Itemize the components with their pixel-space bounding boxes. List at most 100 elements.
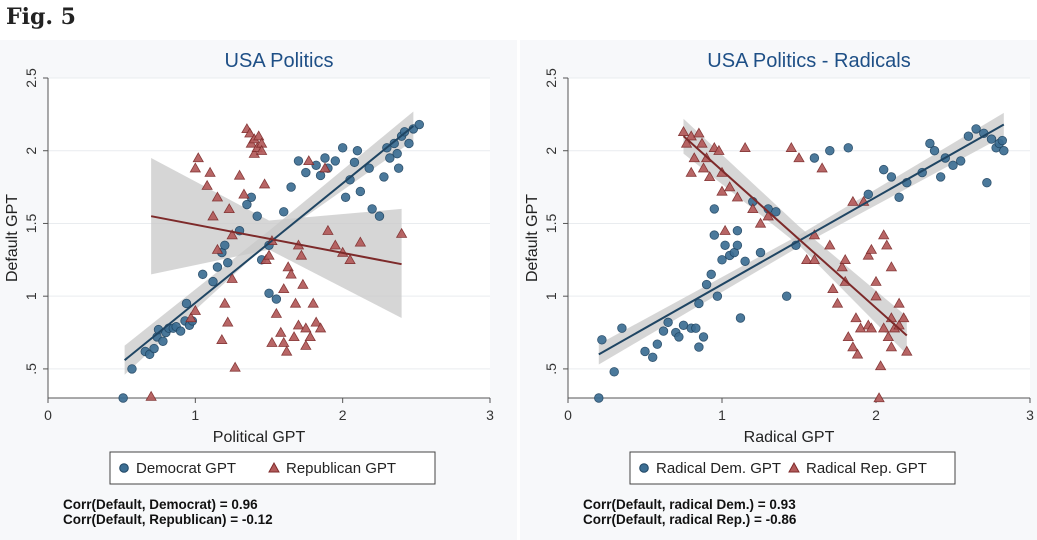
data-point (212, 262, 223, 272)
data-point (816, 162, 828, 173)
data-point (264, 288, 274, 298)
y-tick-label: 2 (543, 147, 559, 155)
data-point (307, 297, 319, 308)
y-axis-label: Default GPT (524, 194, 541, 282)
data-point (289, 297, 302, 308)
data-point (211, 191, 224, 202)
data-point (809, 153, 820, 163)
data-point (189, 304, 202, 315)
data-point (882, 331, 895, 342)
data-point (850, 312, 862, 323)
legend-triangle-icon (788, 461, 800, 473)
data-point (329, 239, 341, 250)
data-point (311, 160, 321, 170)
x-tick-label: 2 (339, 407, 347, 423)
data-point (118, 393, 128, 403)
data-point (288, 331, 300, 342)
data-point (740, 256, 750, 266)
x-tick-label: 2 (872, 407, 880, 423)
data-point (295, 249, 308, 260)
fit-line-1 (598, 123, 1005, 356)
data-point (825, 146, 835, 156)
data-point (315, 170, 326, 181)
data-point (886, 172, 897, 182)
data-point (680, 137, 693, 148)
data-point (925, 138, 935, 149)
y-tick-label: 1 (543, 292, 559, 300)
data-point (319, 162, 331, 173)
data-point (304, 331, 316, 342)
data-point (609, 367, 619, 377)
data-point (982, 178, 992, 188)
data-point (658, 326, 669, 336)
data-point (181, 298, 192, 309)
data-point (280, 345, 293, 356)
chart-title: USA Politics (225, 50, 334, 72)
data-point (863, 189, 874, 200)
y-axis-label: Default GPT (4, 194, 21, 282)
data-point (263, 249, 275, 260)
data-point (617, 323, 627, 333)
data-point (344, 254, 356, 264)
data-point (771, 207, 781, 217)
data-point (252, 211, 262, 221)
data-point (374, 211, 385, 221)
data-point (310, 316, 322, 327)
data-point (898, 312, 910, 323)
y-tick-label: .5 (23, 363, 39, 375)
legend-entry: Radical Dem. GPT (656, 460, 781, 477)
data-point (285, 268, 297, 279)
data-point (720, 240, 730, 250)
correlation-note: Corr(Default, radical Rep.) = -0.86 (583, 512, 797, 527)
data-point (713, 144, 725, 155)
data-point (145, 390, 157, 401)
data-point (226, 229, 238, 240)
fit-line-2 (150, 215, 402, 266)
data-point (762, 210, 774, 221)
data-point (337, 143, 348, 153)
data-point (706, 269, 716, 280)
data-point (755, 247, 766, 258)
x-tick-label: 0 (564, 407, 572, 423)
data-point (997, 135, 1007, 146)
data-point (901, 345, 913, 356)
data-point (873, 392, 885, 403)
data-point (292, 319, 305, 330)
legend: Democrat GPT Republican GPT (119, 460, 396, 477)
correlation-note: Corr(Default, Republican) = -0.12 (63, 512, 273, 527)
data-point (808, 254, 821, 264)
data-point (929, 146, 940, 156)
y-tick-label: .5 (543, 363, 559, 375)
y-tick-label: 1.5 (543, 214, 559, 234)
data-point (222, 316, 234, 327)
data-point (709, 204, 720, 214)
data-point (701, 279, 712, 290)
data-point (185, 312, 197, 323)
data-point (301, 167, 311, 178)
x-axis-label: Radical GPT (744, 429, 835, 446)
data-point (839, 254, 851, 264)
data-point (647, 352, 658, 362)
confidence-band-1 (124, 111, 414, 375)
data-point (836, 261, 848, 272)
data-point (597, 335, 607, 345)
data-point (303, 155, 315, 166)
data-point (894, 192, 904, 202)
data-point (663, 317, 673, 328)
data-point (248, 147, 260, 158)
data-point (204, 166, 216, 177)
data-point (238, 188, 250, 199)
data-point (220, 240, 230, 250)
data-point (300, 322, 312, 333)
chart-panel-1: USA Politics .5 1 1.5 2 2.5 0 1 2 3 Political GPT D… (0, 40, 517, 540)
y-tick-label: 2 (23, 147, 39, 155)
data-point (694, 298, 704, 309)
data-point (971, 124, 981, 134)
data-point (226, 272, 238, 283)
data-point (242, 199, 252, 210)
data-point (878, 229, 890, 240)
data-point (739, 142, 751, 152)
x-tick-label: 0 (44, 407, 52, 423)
data-point (300, 339, 312, 350)
data-point (223, 258, 233, 268)
